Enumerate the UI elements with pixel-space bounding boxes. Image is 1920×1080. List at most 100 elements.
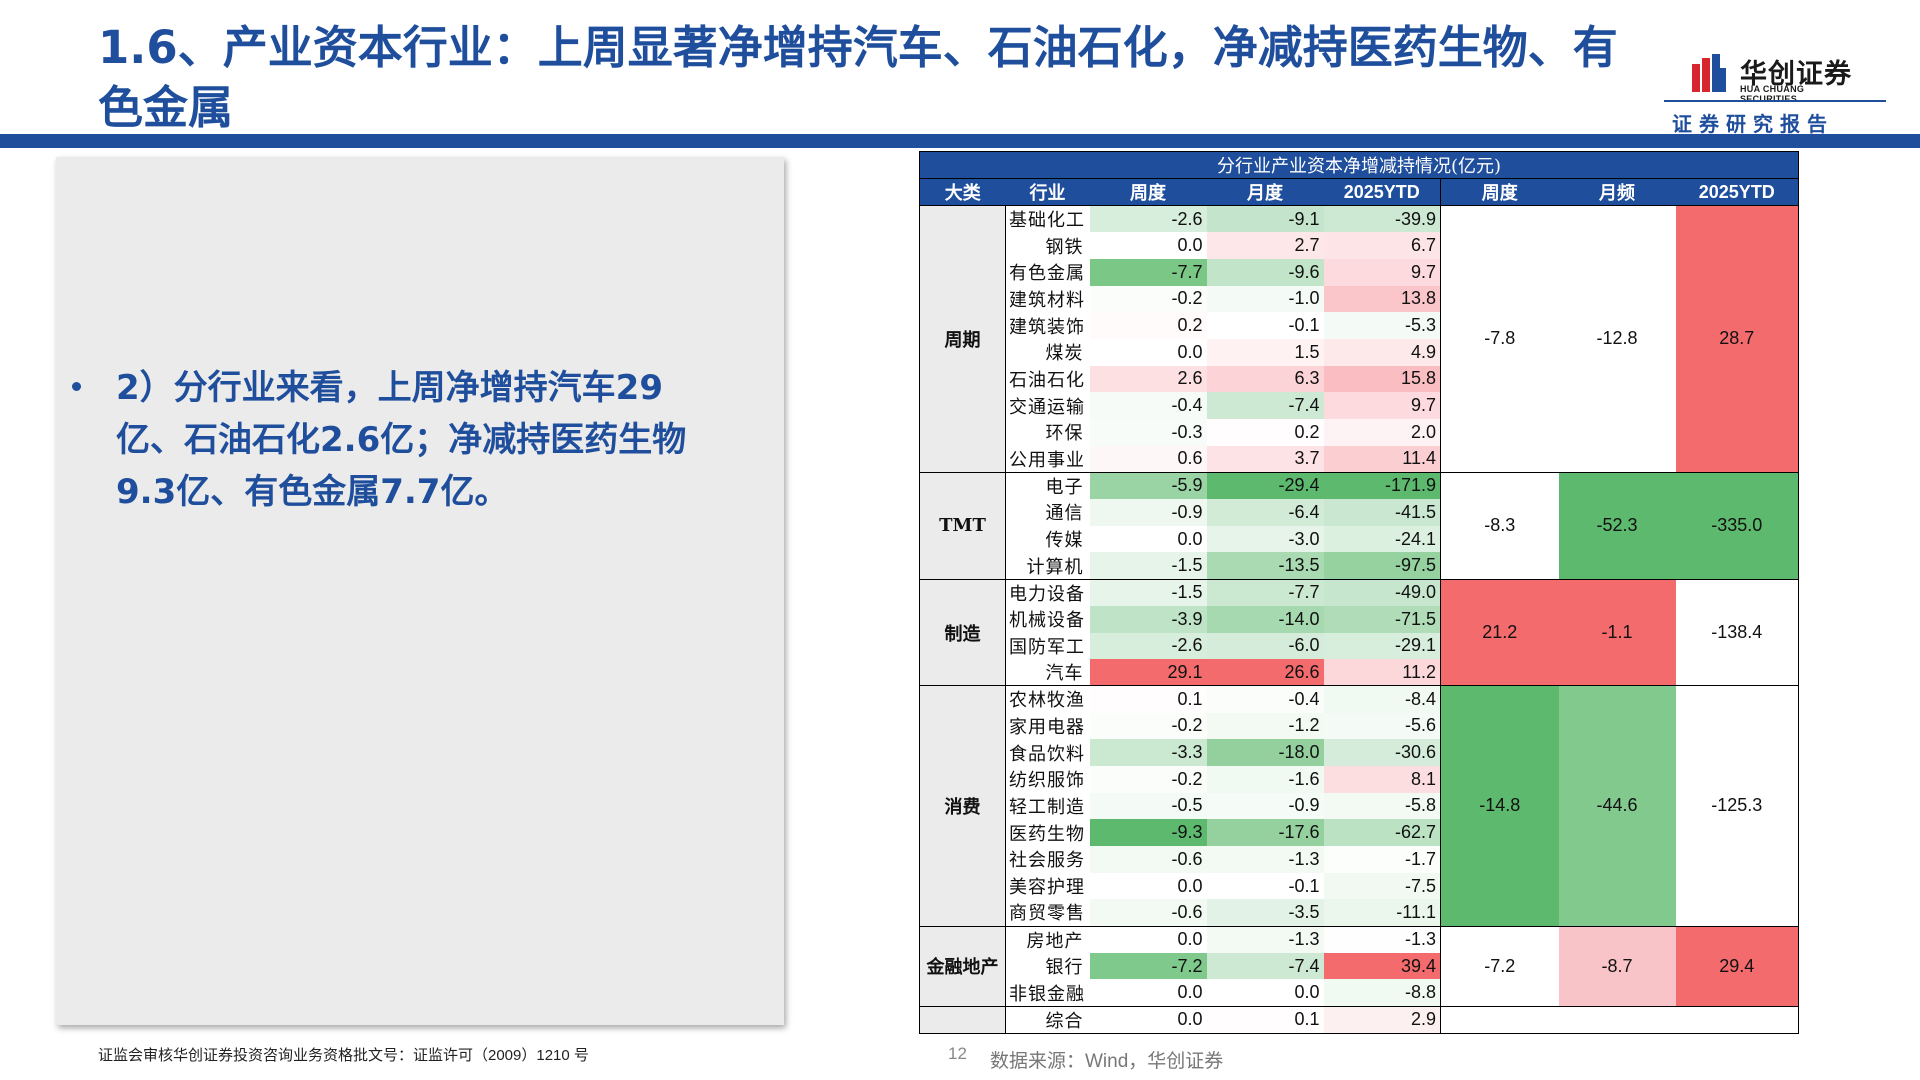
group-total-cell: -8.3 <box>1440 471 1559 580</box>
value-cell: -13.5 <box>1206 552 1324 580</box>
bullet-icon <box>72 382 81 391</box>
value-cell: -7.4 <box>1206 392 1324 419</box>
industry-cell: 公用事业 <box>1009 449 1085 471</box>
value-cell: 6.7 <box>1323 232 1441 259</box>
table-row: 金融地产 房地产 0.0 -1.3 -1.3 -7.2 -8.7 29.4 <box>919 925 1800 1007</box>
value-cell: -1.5 <box>1089 578 1207 606</box>
table-row: 机械设备 -3.9 -14.0 -71.5 <box>920 605 1799 633</box>
table-row: 环保 -0.3 0.2 2.0 <box>920 419 1799 446</box>
value-cell: -14.0 <box>1206 605 1324 633</box>
value-cell: 2.7 <box>1206 232 1324 259</box>
header-group-monthly: 月频 <box>1558 178 1676 206</box>
value-cell: -5.9 <box>1089 471 1207 500</box>
value-cell: -0.6 <box>1089 846 1207 873</box>
industry-cell: 煤炭 <box>1045 343 1084 365</box>
category-cell: 周期 <box>919 205 1006 473</box>
table-row: 国防军工 -2.6 -6.0 -29.1 <box>920 632 1799 660</box>
logo-english: HUA CHUANG SECURITIES <box>1740 84 1805 104</box>
value-cell: -0.5 <box>1089 792 1207 820</box>
value-cell: -6.0 <box>1206 632 1324 660</box>
industry-cell: 机械设备 <box>1009 610 1085 632</box>
value-cell: -7.7 <box>1206 578 1324 606</box>
header-industry: 行业 <box>1005 178 1090 206</box>
category-cell: TMT <box>919 471 1006 580</box>
industry-cell: 轻工制造 <box>1009 796 1085 818</box>
table-row: 传媒 0.0 -3.0 -24.1 <box>920 525 1799 553</box>
group-total-cell: -7.8 <box>1440 205 1559 473</box>
table-row: 建筑材料 -0.2 -1.0 13.8 <box>920 285 1799 313</box>
table-row: 周期 基础化工 -2.6 -9.1 -39.9 -7.8 -12.8 28.7 <box>919 205 1800 473</box>
table-row: 社会服务 -0.6 -1.3 -1.7 <box>920 846 1799 873</box>
logo-chinese: 华创证券 <box>1740 59 1852 90</box>
value-cell: -0.4 <box>1206 685 1324 713</box>
value-cell: 0.0 <box>1089 232 1207 259</box>
commentary-panel <box>56 157 784 1025</box>
value-cell: -1.5 <box>1089 552 1207 580</box>
table-row: 轻工制造 -0.5 -0.9 -5.8 <box>920 792 1799 820</box>
industry-cell: 银行 <box>1045 957 1084 979</box>
industry-cell: 商贸零售 <box>1009 903 1085 925</box>
value-cell: 0.6 <box>1089 445 1207 473</box>
header-group-weekly: 周度 <box>1440 178 1559 206</box>
value-cell: 0.0 <box>1206 979 1324 1007</box>
group-total-cell <box>1440 1005 1559 1034</box>
value-cell: -5.6 <box>1323 712 1441 740</box>
value-cell: 0.0 <box>1089 1005 1207 1034</box>
group-total-cell: 21.2 <box>1440 578 1559 686</box>
value-cell: -29.1 <box>1323 632 1441 660</box>
value-cell: -18.0 <box>1206 739 1324 766</box>
value-cell: 11.2 <box>1323 659 1441 686</box>
value-cell: -2.6 <box>1089 632 1207 660</box>
industry-cell: 汽车 <box>1045 663 1084 685</box>
table-row: 消费 农林牧渔 0.1 -0.4 -8.4 -14.8 -44.6 -125.3 <box>919 685 1800 927</box>
group-total-cell: -125.3 <box>1675 685 1800 927</box>
value-cell: -8.8 <box>1323 979 1441 1007</box>
value-cell: -29.4 <box>1206 471 1324 500</box>
value-cell: -41.5 <box>1323 499 1441 526</box>
report-label: 证券研究报告 <box>1672 112 1834 136</box>
group-total-cell: -14.8 <box>1440 685 1559 927</box>
industry-cell: 传媒 <box>1045 530 1084 552</box>
value-cell: -0.2 <box>1089 712 1207 740</box>
industry-cell: 非银金融 <box>1009 983 1085 1005</box>
table-row: 非银金融 0.0 0.0 -8.8 <box>920 979 1799 1007</box>
table-row: 交通运输 -0.4 -7.4 9.7 <box>920 392 1799 419</box>
table-row: 家用电器 -0.2 -1.2 -5.6 <box>920 712 1799 740</box>
table-row: 银行 -7.2 -7.4 39.4 <box>920 952 1799 980</box>
table-row: 计算机 -1.5 -13.5 -97.5 <box>920 552 1799 580</box>
value-cell: 29.1 <box>1089 659 1207 686</box>
header-category: 大类 <box>919 178 1006 206</box>
group-total-cell: -12.8 <box>1558 205 1676 473</box>
industry-cell: 家用电器 <box>1009 716 1085 738</box>
industry-cell: 建筑材料 <box>1009 289 1085 311</box>
header-monthly: 月度 <box>1206 178 1324 206</box>
group-total-cell: -8.7 <box>1558 925 1676 1007</box>
value-cell: 0.0 <box>1089 872 1207 900</box>
value-cell: -3.5 <box>1206 899 1324 927</box>
industry-cell: 交通运输 <box>1009 396 1085 418</box>
value-cell: -1.0 <box>1206 285 1324 313</box>
bullet-point: 2）分行业来看，上周净增持汽车29亿、石油石化2.6亿；净减持医药生物9.3亿、… <box>62 362 722 518</box>
table-row: 通信 -0.9 -6.4 -41.5 <box>920 499 1799 526</box>
value-cell: -71.5 <box>1323 605 1441 633</box>
industry-cell: 国防军工 <box>1009 636 1085 658</box>
value-cell: 0.1 <box>1089 685 1207 713</box>
header-bar <box>0 134 1920 148</box>
value-cell: 11.4 <box>1323 445 1441 473</box>
table-row: 纺织服饰 -0.2 -1.6 8.1 <box>920 765 1799 793</box>
value-cell: 1.5 <box>1206 338 1324 366</box>
value-cell: -7.4 <box>1206 952 1324 980</box>
group-total-cell: -1.1 <box>1558 578 1676 686</box>
value-cell: 2.0 <box>1323 419 1441 446</box>
category-cell: 金融地产 <box>919 925 1006 1007</box>
industry-cell: 环保 <box>1045 423 1084 445</box>
table-row: 煤炭 0.0 1.5 4.9 <box>920 338 1799 366</box>
value-cell: -17.6 <box>1206 819 1324 846</box>
page-title: 1.6、产业资本行业：上周显著净增持汽车、石油石化，净减持医药生物、有色金属 <box>98 21 1618 134</box>
value-cell: 0.0 <box>1089 525 1207 553</box>
value-cell: 0.0 <box>1089 979 1207 1007</box>
value-cell: -3.0 <box>1206 525 1324 553</box>
table-row: 有色金属 -7.7 -9.6 9.7 <box>920 258 1799 286</box>
table-row: 商贸零售 -0.6 -3.5 -11.1 <box>920 899 1799 927</box>
